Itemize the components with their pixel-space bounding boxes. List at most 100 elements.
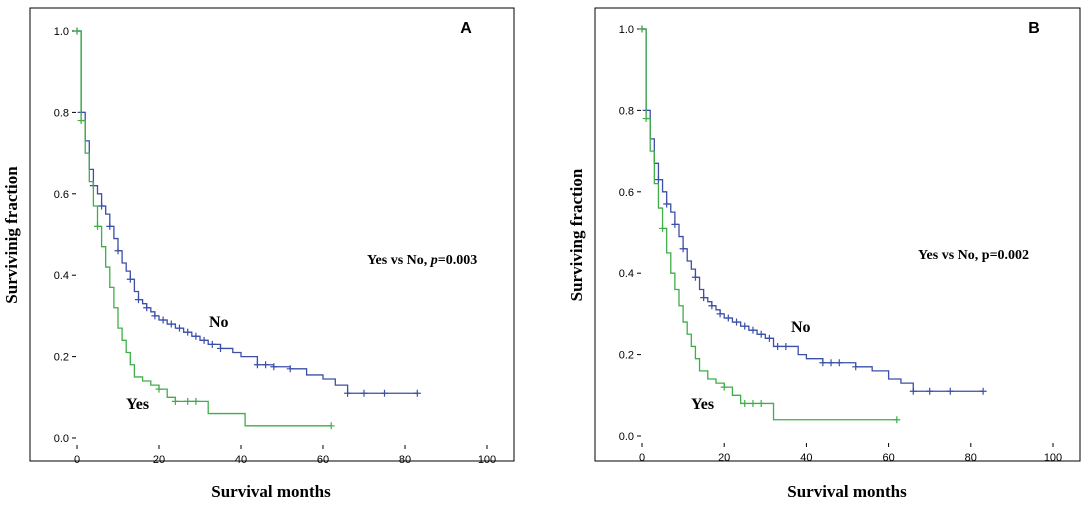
series-label-no: No (209, 314, 229, 331)
censor-mark-no (827, 359, 835, 367)
panel-a: A 0.0 0.2 0.4 0.6 0.8 1.0 0 20 40 60 80 100 Survival … (2, 7, 515, 501)
censor-mark-yes (749, 399, 757, 407)
censor-mark-no (741, 322, 749, 330)
censor-mark-yes (94, 222, 101, 230)
survival-curve-yes (77, 30, 332, 427)
censor-mark-no (262, 361, 270, 369)
censor-mark-no (979, 387, 987, 395)
censor-mark-no (724, 314, 732, 322)
y-tick-label: 0.2 (619, 350, 634, 362)
censor-mark-no (126, 275, 134, 283)
plot-frame (29, 7, 515, 462)
censor-mark-no (106, 222, 114, 230)
censor-mark-no (135, 296, 142, 304)
plot-frame (594, 7, 1081, 462)
censor-mark-yes (659, 224, 667, 232)
x-tick-label: 60 (882, 452, 894, 464)
censor-mark-no (909, 387, 917, 395)
censor-mark-no (679, 245, 687, 253)
x-tick-label: 40 (235, 454, 247, 466)
censor-mark-no (143, 304, 151, 312)
censor-mark-yes (893, 416, 901, 424)
censor-mark-no (192, 332, 200, 340)
y-tick-label: 0.6 (619, 187, 634, 199)
censor-mark-no (733, 318, 741, 326)
y-tick-label: 0.6 (54, 189, 69, 201)
x-tick-label: 20 (153, 454, 165, 466)
y-tick-label: 0.4 (619, 268, 634, 280)
censor-mark-no (946, 387, 954, 395)
censor-mark-no (691, 273, 699, 281)
x-tick-label: 0 (74, 454, 80, 466)
x-tick-label: 80 (399, 454, 411, 466)
panel-label: A (460, 20, 472, 37)
censor-mark-no (184, 328, 192, 336)
censor-mark-no (852, 363, 860, 371)
y-tick-label: 0.0 (619, 431, 634, 443)
censor-mark-no (663, 200, 671, 208)
censor-mark-yes (77, 117, 85, 125)
p-value-annotation: Yes vs No, p=0.002 (918, 248, 1029, 263)
censor-mark-yes (741, 399, 749, 407)
censor-mark-no (217, 344, 224, 352)
censor-mark-no (270, 363, 278, 371)
censor-mark-yes (638, 25, 646, 33)
censor-mark-no (708, 302, 716, 310)
y-tick-label: 0.8 (54, 107, 69, 119)
censor-mark-no (176, 324, 183, 332)
y-axis-title: Survivinig fraction (2, 166, 21, 304)
censor-mark-no (360, 389, 368, 397)
censor-mark-no (98, 202, 106, 210)
censor-mark-no (167, 320, 175, 328)
p-value-annotation: Yes vs No, p=0.003 (367, 253, 477, 268)
censor-mark-no (151, 312, 159, 320)
censor-mark-no (716, 310, 724, 318)
x-axis-title: Survival months (787, 482, 907, 501)
censor-mark-yes (192, 397, 200, 405)
censor-mark-yes (171, 397, 179, 405)
censor-mark-no (671, 220, 679, 228)
survival-curve-yes (642, 28, 897, 421)
censor-mark-no (765, 334, 773, 342)
censor-mark-no (208, 340, 216, 348)
survival-curve-no (77, 30, 418, 394)
series-label-no: No (791, 319, 811, 336)
censor-mark-no (253, 361, 261, 369)
panel-label: B (1028, 20, 1040, 37)
censor-mark-no (381, 389, 388, 397)
censor-mark-yes (327, 422, 335, 430)
censor-mark-no (114, 247, 122, 255)
x-tick-label: 40 (800, 452, 812, 464)
x-tick-label: 0 (639, 452, 645, 464)
censor-mark-no (654, 176, 662, 184)
censor-mark-yes (73, 27, 81, 35)
series-label-yes: Yes (126, 396, 149, 413)
y-tick-label: 1.0 (54, 26, 69, 38)
x-tick-label: 100 (478, 454, 496, 466)
censor-mark-yes (184, 397, 192, 405)
series-label-yes: Yes (691, 396, 714, 413)
censor-mark-yes (155, 385, 163, 393)
y-tick-label: 0.2 (54, 352, 69, 364)
panel-b: B 0.0 0.2 0.4 0.6 0.8 1.0 0 20 40 60 80 100 Survival … (567, 7, 1081, 501)
censor-mark-no (286, 365, 294, 373)
x-axis-title: Survival months (211, 482, 331, 501)
censor-mark-no (782, 342, 790, 350)
y-tick-label: 0.8 (619, 105, 634, 117)
x-tick-label: 60 (317, 454, 329, 466)
x-tick-label: 80 (965, 452, 977, 464)
y-tick-label: 0.4 (54, 270, 69, 282)
survival-curve-no (642, 28, 984, 392)
censor-mark-no (344, 389, 352, 397)
censor-mark-no (700, 294, 708, 302)
y-tick-label: 0.0 (54, 433, 69, 445)
censor-mark-no (774, 342, 782, 350)
censor-mark-yes (720, 383, 728, 391)
censor-mark-no (926, 387, 934, 395)
censor-mark-yes (642, 115, 650, 123)
censor-mark-no (835, 359, 843, 367)
censor-mark-no (749, 326, 757, 334)
x-tick-label: 100 (1044, 452, 1062, 464)
y-axis-title: Surviving fraction (567, 168, 586, 301)
